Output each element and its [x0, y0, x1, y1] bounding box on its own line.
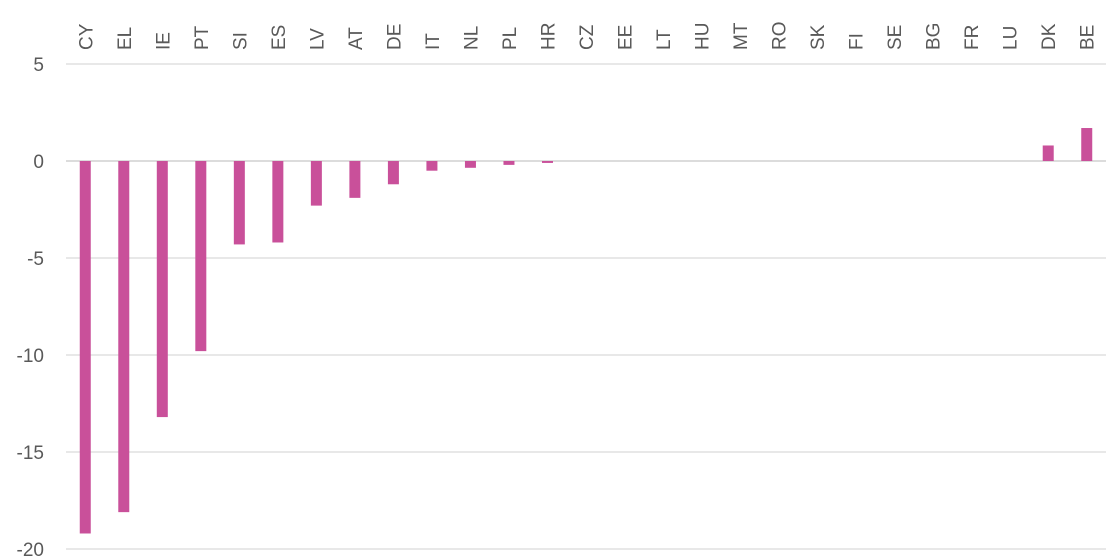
category-label-lu: LU — [1001, 26, 1022, 50]
category-label-at: AT — [346, 27, 367, 50]
category-label-hu: HU — [693, 23, 714, 50]
category-label-es: ES — [269, 25, 290, 50]
y-tick-label: 0 — [33, 152, 44, 173]
y-tick-label: -5 — [27, 249, 44, 270]
bar-lv — [310, 161, 322, 206]
bar-el — [118, 161, 130, 513]
bar-dk — [1042, 145, 1054, 161]
bar-es — [272, 161, 284, 243]
category-label-ro: RO — [770, 22, 791, 51]
bar-de — [387, 161, 399, 185]
bars — [79, 128, 1093, 534]
category-label-pl: PL — [500, 27, 521, 50]
y-tick-label: -10 — [17, 346, 44, 367]
y-tick-label: 5 — [33, 55, 44, 76]
category-label-fi: FI — [847, 33, 868, 50]
category-label-lv: LV — [307, 28, 328, 50]
category-label-se: SE — [885, 25, 906, 50]
bar-ie — [156, 161, 168, 418]
bar-pl — [503, 161, 515, 165]
category-label-ie: IE — [153, 32, 174, 50]
bar-it — [426, 161, 438, 171]
bar-pt — [195, 161, 207, 352]
category-label-mt: MT — [731, 22, 752, 50]
category-label-be: BE — [1078, 25, 1099, 50]
bar-si — [233, 161, 245, 245]
category-label-it: IT — [423, 33, 444, 50]
y-tick-label: -20 — [17, 540, 44, 556]
category-label-hr: HR — [538, 23, 559, 50]
category-label-cy: CY — [76, 23, 97, 50]
bar-hr — [541, 161, 553, 163]
bar-nl — [464, 161, 476, 168]
category-label-nl: NL — [461, 26, 482, 50]
category-label-dk: DK — [1039, 23, 1060, 50]
category-label-el: EL — [115, 27, 136, 50]
bar-at — [349, 161, 361, 198]
category-label-si: SI — [230, 32, 251, 50]
bar-cy — [79, 161, 91, 534]
category-label-cz: CZ — [577, 24, 598, 50]
category-label-bg: BG — [924, 23, 945, 50]
gridlines — [66, 63, 1106, 550]
category-label-ee: EE — [616, 25, 637, 50]
y-axis-tick-labels: 5 0 -5 -10 -15 -20 — [17, 55, 44, 556]
bar-be — [1081, 128, 1093, 161]
y-tick-label: -15 — [17, 443, 44, 464]
category-label-fr: FR — [962, 25, 983, 50]
category-label-lt: LT — [654, 29, 675, 50]
category-label-pt: PT — [192, 25, 213, 50]
category-labels: CY EL IE PT SI ES LV AT DE IT NL PL HR CZ EE LT HU MT RO SK… — [76, 22, 1098, 51]
category-label-de: DE — [384, 24, 405, 50]
category-label-sk: SK — [808, 24, 829, 50]
